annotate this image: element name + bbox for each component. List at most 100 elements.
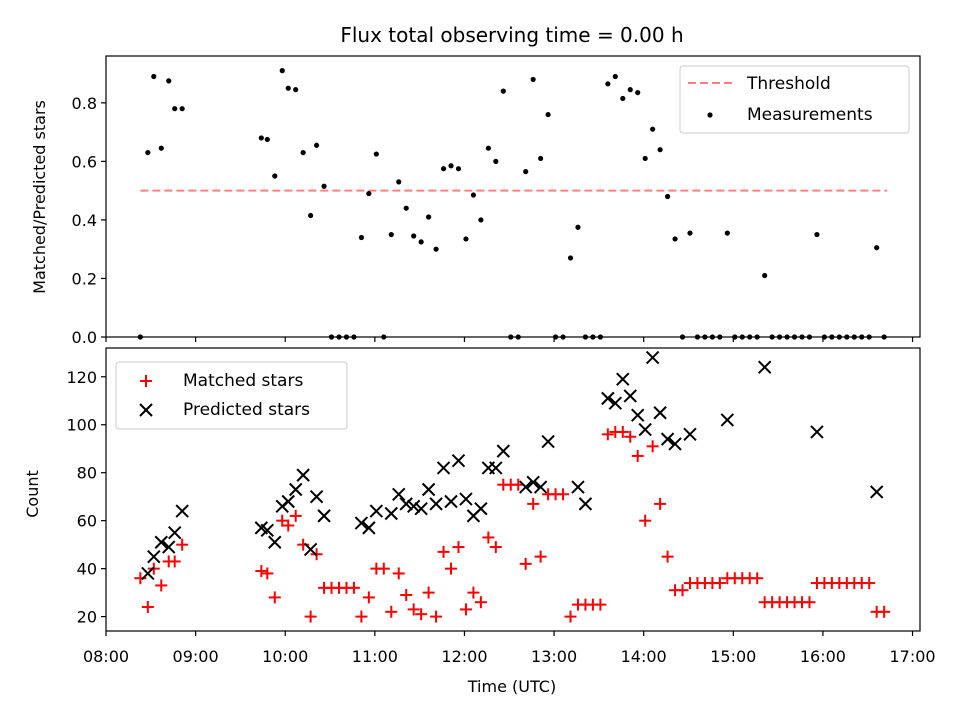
matched-star-point xyxy=(261,567,274,580)
predicted-star-point xyxy=(309,489,324,504)
count-x-tick-label: 11:00 xyxy=(352,647,398,666)
matched-star-point xyxy=(713,577,726,590)
predicted-star-point xyxy=(653,406,667,420)
predicted-star-point xyxy=(496,444,510,458)
measurement-point xyxy=(448,163,454,169)
measurement-point xyxy=(366,190,372,197)
matched-star-point xyxy=(176,538,189,551)
predicted-star-point xyxy=(474,501,488,516)
measurement-point xyxy=(285,85,291,91)
count-y-tick-label: 40 xyxy=(77,560,97,579)
matched-legend-label: Matched stars xyxy=(183,371,303,391)
matched-star-point xyxy=(564,610,577,623)
predicted-star-point xyxy=(429,497,443,511)
predicted-star-point xyxy=(638,422,652,437)
predicted-star-point xyxy=(406,499,421,513)
predicted-star-point xyxy=(436,461,451,475)
count-x-axis: 08:00 09:00 10:00 11:00 12:00 13:00 14:00 15:00… xyxy=(83,631,936,666)
predicted-star-point xyxy=(369,504,384,518)
measurement-point xyxy=(874,245,880,251)
measurement-point xyxy=(687,230,693,236)
predicted-star-point xyxy=(631,408,645,422)
predicted-star-point xyxy=(601,391,615,406)
predicted-star-point xyxy=(167,525,182,540)
ratio-x-axis xyxy=(105,337,914,342)
measurement-point xyxy=(418,239,424,245)
matched-star-point xyxy=(377,562,390,575)
predicted-star-point xyxy=(354,516,369,530)
matched-star-point xyxy=(422,586,435,599)
count-x-tick-label: 10:00 xyxy=(262,647,308,666)
ratio-y-tick-label: 0.6 xyxy=(72,152,97,171)
matched-star-point xyxy=(631,449,644,462)
matched-star-point xyxy=(557,488,570,501)
matched-star-point xyxy=(803,596,816,609)
matched-star-point xyxy=(661,550,674,563)
matched-star-point xyxy=(639,514,652,527)
measurement-point xyxy=(672,236,678,242)
predicted-star-point xyxy=(444,494,458,509)
measurement-point xyxy=(463,236,469,242)
measurement-point xyxy=(664,193,671,200)
matched-star-point xyxy=(392,567,405,580)
count-x-tick-label: 13:00 xyxy=(531,647,577,666)
predicted-star-point xyxy=(281,494,295,509)
predicted-star-point xyxy=(414,501,428,516)
matched-star-point xyxy=(459,603,472,616)
measurement-point xyxy=(605,81,611,87)
measurement-point xyxy=(440,166,447,172)
measurement-point xyxy=(264,136,270,143)
predicted-star-point xyxy=(268,535,282,549)
chart-title: Flux total observing time = 0.00 h xyxy=(340,23,683,47)
measurement-point xyxy=(411,233,417,239)
predicted-star-point xyxy=(578,497,593,511)
matched-star-point xyxy=(452,541,465,554)
matched-star-point xyxy=(430,610,443,623)
predicted-star-point xyxy=(260,523,275,537)
measurement-point xyxy=(293,87,299,93)
measurement-point xyxy=(358,234,365,241)
matched-star-point xyxy=(289,509,302,522)
measurement-point xyxy=(151,73,157,80)
matched-star-point xyxy=(489,541,502,554)
matched-star-point xyxy=(467,586,480,599)
measurement-point xyxy=(530,76,536,83)
count-plot-area xyxy=(134,350,891,623)
measurement-point xyxy=(762,272,768,279)
matched-star-point xyxy=(268,591,281,604)
predicted-star-point xyxy=(668,437,682,451)
measurement-point xyxy=(538,155,544,162)
matched-star-point xyxy=(385,605,398,618)
measurement-point xyxy=(612,73,618,80)
matched-star-point xyxy=(141,601,154,614)
threshold-legend-label: Threshold xyxy=(746,74,831,94)
predicted-star-point xyxy=(720,413,735,427)
matched-star-point xyxy=(594,598,607,611)
matched-star-point xyxy=(282,519,295,532)
ratio-y-axis-label: Matched/Predicted stars xyxy=(30,100,49,294)
count-y-tick-label: 20 xyxy=(77,608,97,627)
measurement-point xyxy=(321,183,327,189)
measurement-point xyxy=(724,230,730,236)
measurement-point xyxy=(545,111,551,118)
measurement-point xyxy=(172,106,178,112)
predicted-star-point xyxy=(141,566,155,581)
matched-star-point xyxy=(347,581,360,594)
matched-star-point xyxy=(304,610,317,623)
matched-star-point xyxy=(437,545,450,558)
matched-star-point xyxy=(362,591,375,604)
measurement-point xyxy=(179,106,185,112)
predicted-star-point xyxy=(645,350,660,365)
measurement-point xyxy=(308,212,314,219)
matched-star-point xyxy=(624,430,637,443)
count-chart-panel: 20 40 60 80 100 120 08:00 09:00 10:00 11:00 12:00… xyxy=(23,347,936,696)
predicted-star-point xyxy=(392,487,406,502)
predicted-star-point xyxy=(616,372,630,386)
count-x-tick-label: 08:00 xyxy=(83,647,129,666)
measurement-point xyxy=(567,255,574,261)
measurements-legend-label: Measurements xyxy=(747,105,873,125)
count-x-tick-label: 17:00 xyxy=(889,647,935,666)
predicted-star-point xyxy=(518,480,533,494)
ratio-legend: Threshold Measurements xyxy=(679,65,910,134)
matched-star-point xyxy=(400,589,413,602)
